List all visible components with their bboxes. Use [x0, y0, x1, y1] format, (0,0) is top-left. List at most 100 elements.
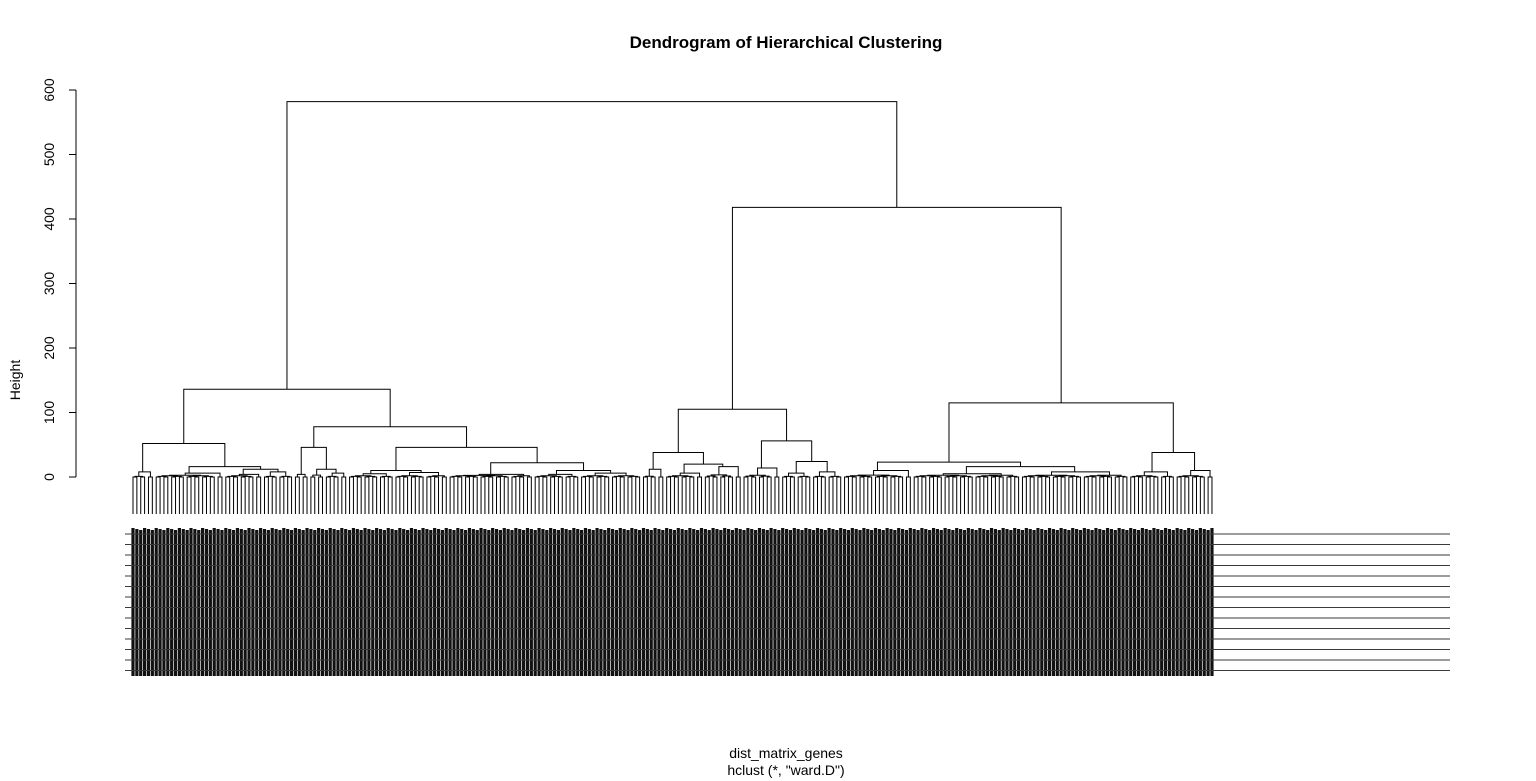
leaf-label-mark [328, 528, 332, 676]
leaf-label-mark [409, 528, 414, 676]
dendrogram-branch [975, 476, 981, 514]
leaf-label-mark [870, 530, 874, 676]
leaf-label-mark [220, 530, 224, 676]
dendrogram-branch [362, 473, 387, 477]
dendrogram-branch [913, 476, 919, 514]
leaf-label-mark [746, 528, 750, 676]
dendrogram-branch [542, 476, 548, 514]
leaf-label-mark [881, 530, 885, 676]
leaf-label-mark [197, 530, 201, 676]
dendrogram-branch [183, 388, 391, 444]
dendrogram-branch [548, 473, 573, 477]
dendrogram-branch [565, 476, 571, 514]
leaf-label-mark [460, 529, 464, 676]
dendrogram-branch [1190, 470, 1211, 477]
y-tick-label: 200 [41, 336, 57, 360]
leaf-label-mark [239, 529, 243, 676]
dendrogram-branch [140, 476, 146, 514]
leaf-label-mark [506, 529, 510, 676]
leaf-label-mark [216, 529, 220, 676]
leaf-label-mark [576, 529, 580, 676]
leaf-label-mark [1047, 528, 1052, 676]
dendrogram-branch [650, 476, 656, 514]
leaf-label-mark [866, 529, 870, 676]
leaf-label-mark [247, 528, 251, 676]
leaf-label-mark [158, 529, 162, 676]
dendrogram-branch [331, 472, 345, 477]
leaf-label-mark [429, 530, 433, 676]
leaf-label-mark [889, 529, 893, 676]
dendrogram-branch [921, 476, 927, 514]
leaf-label-mark [398, 528, 402, 676]
leaf-label-mark [421, 528, 425, 676]
leaf-label-mark [1133, 529, 1137, 676]
dendrogram-branch [820, 476, 826, 514]
leaf-label-mark [645, 529, 649, 676]
dendrogram-branch [178, 476, 184, 514]
dendrogram-branch [1021, 476, 1027, 514]
leaf-label-mark [394, 530, 398, 676]
dendrogram-branch [1060, 476, 1066, 514]
leaf-label-mark [955, 528, 959, 676]
dendrogram-branch [163, 476, 169, 514]
dendrogram-branch [728, 476, 733, 514]
dendrogram-branch [652, 451, 704, 470]
leaf-label-mark [1051, 529, 1056, 676]
dendrogram-branch [735, 476, 741, 514]
dendrogram-branch [998, 476, 1004, 514]
leaf-label-mark [452, 530, 456, 676]
leaf-label-mark [974, 530, 978, 676]
leaf-label-mark [301, 530, 305, 676]
leaf-label-mark [784, 529, 789, 676]
dendrogram-branch [142, 442, 226, 472]
leaf-label-mark [587, 529, 591, 676]
dendrogram-branch [488, 476, 494, 514]
dendrogram-branch [286, 101, 898, 390]
leaf-label-mark [1129, 528, 1133, 676]
dendrogram-branch [480, 476, 486, 514]
dendrogram-branch [805, 476, 811, 514]
dendrogram-branch [380, 476, 385, 514]
leaf-label-mark [278, 530, 282, 676]
leaf-label-mark [696, 530, 700, 676]
leaf-label-mark [893, 530, 897, 676]
dendrogram-branch [426, 476, 432, 514]
leaf-label-mark [730, 530, 735, 676]
leaf-label-mark [1082, 528, 1086, 676]
dendrogram-branch [648, 468, 662, 477]
leaf-label-mark [251, 529, 255, 676]
leaf-label-mark [502, 528, 506, 676]
dendrogram-branch [1076, 476, 1081, 514]
leaf-label-mark [688, 528, 692, 676]
leaf-label-mark [1125, 530, 1129, 676]
leaf-label-mark [765, 530, 769, 676]
leaf-label-mark [1059, 528, 1063, 676]
leaf-label-mark [1098, 529, 1102, 676]
leaf-label-mark [804, 528, 808, 676]
leaf-label-mark [684, 530, 688, 676]
dendrogram-branch [612, 476, 617, 514]
dendrogram-branch [712, 476, 718, 514]
dendrogram-branch [882, 476, 888, 514]
leaf-label-mark [305, 528, 309, 676]
dendrogram-branch [316, 468, 337, 476]
leaf-label-mark [997, 530, 1001, 676]
leaf-label-mark [761, 529, 765, 676]
dendrogram-branch [333, 476, 339, 514]
dendrogram-branch [704, 476, 710, 514]
leaf-label-mark [839, 528, 843, 676]
leaf-label-mark [699, 528, 704, 676]
dendrogram-branch [875, 476, 880, 514]
leaf-label-mark [255, 530, 259, 676]
leaf-label-mark [1090, 530, 1094, 676]
leaf-label-mark [320, 529, 325, 676]
leaf-label-mark [367, 529, 371, 676]
dendrogram-branch [503, 476, 509, 514]
dendrogram-branch [782, 476, 788, 514]
leaf-label-mark [1055, 530, 1059, 676]
dendrogram-branch [184, 472, 221, 477]
leaf-label-mark [970, 529, 974, 676]
leaf-label-mark [993, 529, 997, 676]
leaf-label-mark [769, 528, 773, 676]
